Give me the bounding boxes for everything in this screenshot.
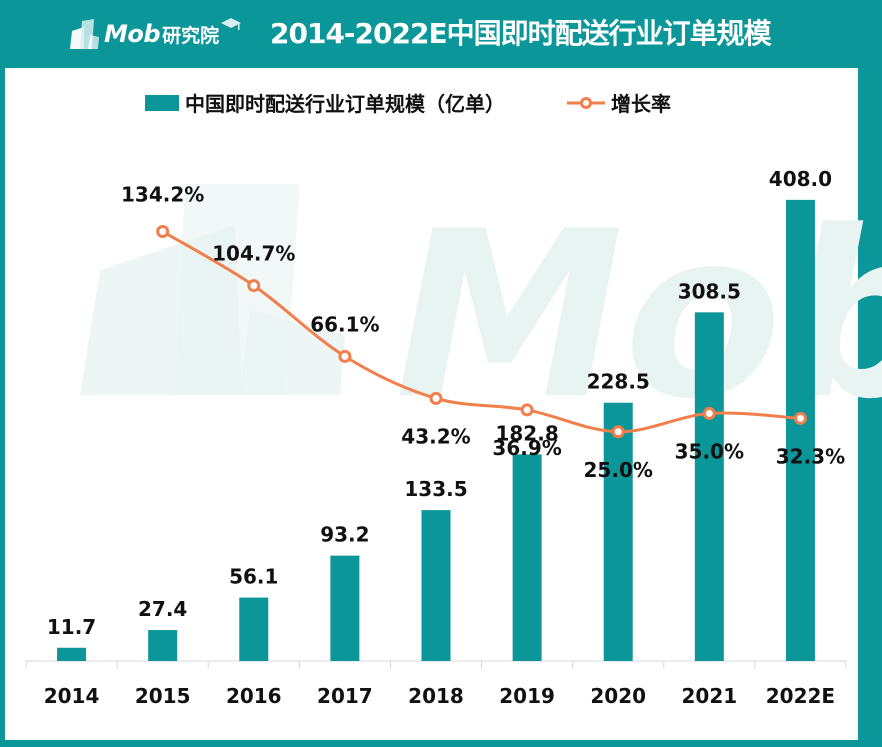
bar-value-label: 133.5 [404,477,467,501]
growth-rate-label: 32.3% [776,444,845,468]
growth-point-2015 [156,224,170,238]
page-title: 2014-2022E中国即时配送行业订单规模 [270,17,772,50]
growth-point-2022E [793,411,807,425]
x-tick-label: 2016 [226,684,282,708]
growth-point-2018 [429,391,443,405]
growth-rate-label: 35.0% [675,439,744,463]
growth-rate-label: 36.9% [492,436,561,460]
bar-value-label: 11.7 [47,615,96,639]
bar-value-label: 308.5 [678,279,741,303]
bar-2019 [512,454,542,661]
bar-2018 [421,510,451,661]
growth-point-2016 [247,279,261,293]
x-tick-label: 2015 [135,684,191,708]
watermark: Mob [80,183,882,450]
bar-2016 [239,597,269,661]
brand-logo: Mob 研究院 [66,12,242,56]
building-logo-icon [70,19,99,49]
bar-2021 [694,312,724,661]
bar-value-label: 228.5 [587,370,650,394]
growth-point-2020 [611,425,625,439]
growth-rate-label: 134.2% [121,182,204,206]
growth-point-2017 [338,349,352,363]
bar-2014 [57,647,87,661]
legend-line-swatch [567,96,605,109]
bar-2020 [603,402,633,661]
bar-value-label: 408.0 [769,167,832,191]
bar-value-label: 27.4 [138,597,187,621]
header-banner: Mob 研究院 2014-2022E中国即时配送行业订单规模 [0,0,882,68]
growth-rate-label: 43.2% [401,424,470,448]
growth-rate-label: 25.0% [584,458,653,482]
bar-2022E [785,199,815,661]
x-tick-label: 2019 [499,684,555,708]
chart-legend: 中国即时配送行业订单规模（亿单） 增长率 [145,88,671,117]
x-tick-label: 2014 [44,684,100,708]
bar-value-label: 93.2 [320,523,369,547]
x-tick-label: 2018 [408,684,464,708]
growth-rate-label: 104.7% [212,242,295,266]
x-tick-label: 2021 [681,684,737,708]
growth-point-2021 [702,406,716,420]
x-tick-label: 2017 [317,684,373,708]
x-tick-label: 2020 [590,684,646,708]
growth-rate-label: 66.1% [310,312,379,336]
graduation-cap-icon [221,18,242,30]
legend-bar-swatch [145,94,179,111]
bar-value-label: 56.1 [229,565,278,589]
bar-2017 [330,555,360,661]
brand-name: Mob [104,20,161,48]
bar-value-label: 182.8 [495,421,558,445]
growth-point-2019 [520,403,534,417]
watermark-building [240,310,345,395]
brand-name-cn: 研究院 [162,24,220,47]
x-tick-label: 2022E [766,684,835,708]
legend-bar-label: 中国即时配送行业订单规模（亿单） [185,92,505,116]
legend-line-label: 增长率 [611,92,671,116]
bar-2015 [148,630,178,661]
